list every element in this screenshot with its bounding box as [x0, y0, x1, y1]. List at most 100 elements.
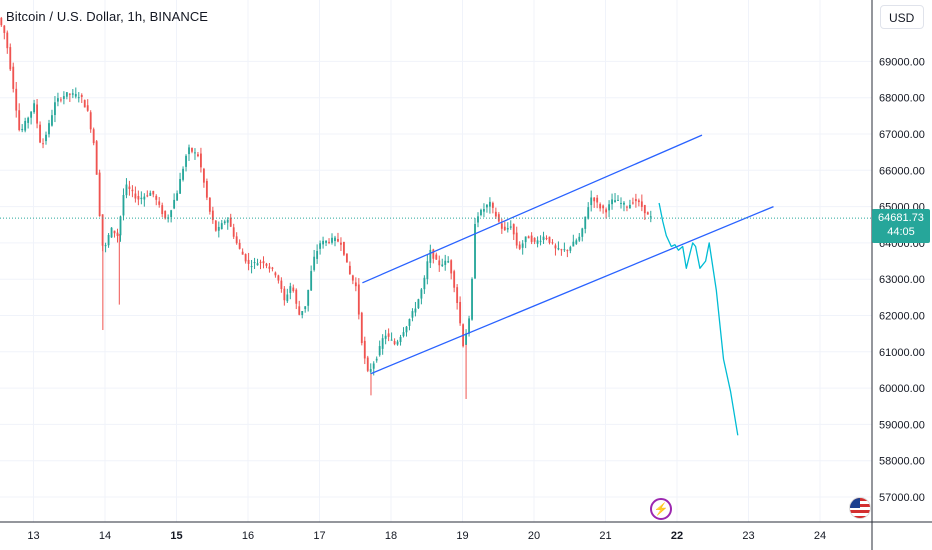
candle-body — [262, 261, 265, 264]
candle-body — [146, 195, 149, 197]
candle-body — [634, 199, 637, 202]
candle-body — [42, 143, 44, 145]
candle-body — [6, 32, 9, 49]
candle-body — [116, 232, 119, 236]
candle-body — [480, 209, 482, 216]
candle-body — [0, 17, 3, 26]
lightning-bolt-icon[interactable]: ⚡ — [650, 498, 672, 520]
candle-body — [274, 272, 277, 276]
candle-body — [572, 241, 575, 247]
candle-body — [426, 261, 429, 280]
candle-body — [477, 216, 479, 223]
candle-body — [131, 189, 134, 192]
candle-body — [238, 242, 241, 249]
candle-body — [125, 184, 128, 196]
candle-body — [527, 236, 530, 239]
candle-body — [605, 209, 608, 213]
candle-body — [86, 105, 89, 111]
candle-body — [378, 346, 381, 356]
candle-body — [57, 98, 59, 102]
candle-body — [435, 254, 438, 260]
candle-body — [441, 264, 444, 267]
time-axis[interactable]: 13 14 15 16 17 18 19 20 21 22 23 24 — [27, 530, 826, 542]
candle-body — [9, 47, 12, 70]
candle-body — [200, 153, 202, 168]
price-tick-label: 61000.00 — [879, 347, 925, 359]
candle-body — [533, 237, 536, 242]
price-tick-label: 66000.00 — [879, 165, 925, 177]
candle-body — [587, 207, 590, 219]
candle-body — [453, 271, 456, 288]
candle-body — [176, 193, 179, 201]
candle-body — [554, 245, 557, 249]
us-flag-icon[interactable] — [849, 497, 871, 519]
candle-body — [414, 308, 417, 313]
candle-body — [557, 248, 560, 250]
candle-body — [357, 284, 360, 315]
candle-body — [179, 178, 181, 194]
candle-body — [411, 311, 414, 318]
candle-body — [301, 310, 304, 316]
candle-body — [214, 220, 217, 231]
time-tick-label: 13 — [27, 530, 39, 542]
candle-body — [244, 254, 247, 262]
projection-line — [658, 202, 739, 436]
candle-body — [363, 340, 366, 359]
candle-body — [83, 100, 86, 108]
candle-body — [343, 241, 345, 255]
candle-body — [128, 186, 131, 190]
candle-body — [345, 253, 348, 263]
candle-body — [408, 319, 411, 326]
candle-body — [486, 204, 488, 208]
candle-body — [631, 202, 634, 204]
candle-body — [593, 197, 596, 202]
candle-body — [107, 234, 110, 246]
candle-body — [515, 232, 518, 246]
candle-body — [360, 312, 363, 344]
candle-body — [253, 262, 256, 264]
candle-body — [208, 197, 211, 212]
candle-body — [292, 287, 295, 292]
candle-body — [384, 335, 387, 339]
candle-body — [104, 245, 107, 247]
candle-body — [277, 275, 280, 281]
time-tick-label: 20 — [528, 530, 540, 542]
upper-channel-line — [362, 134, 703, 284]
candle-body — [149, 192, 152, 196]
candle-body — [366, 357, 369, 371]
candle-body — [268, 266, 271, 269]
candle-body — [310, 271, 313, 291]
candle-body — [33, 103, 36, 113]
currency-button[interactable]: USD — [880, 5, 924, 29]
candle-body — [494, 211, 497, 217]
candle-body — [429, 249, 432, 263]
candle-body — [488, 201, 491, 207]
candle-body — [402, 332, 405, 337]
candle-body — [643, 205, 646, 214]
price-tick-label: 67000.00 — [879, 129, 925, 141]
candle-body — [637, 200, 640, 203]
price-axis[interactable]: 57000.00 58000.00 59000.00 60000.00 61000.00… — [879, 56, 925, 504]
candle-body — [122, 194, 125, 216]
candle-body — [620, 202, 622, 204]
candle-body — [521, 243, 524, 248]
candle-body — [530, 235, 533, 242]
candle-body — [235, 236, 238, 244]
candle-body — [393, 341, 396, 345]
time-tick-label: 15 — [170, 530, 182, 542]
candle-body — [54, 102, 56, 116]
candle-body — [250, 266, 253, 268]
candle-body — [590, 197, 593, 206]
candle-body — [158, 201, 161, 205]
bar-countdown-label: 44:05 — [887, 226, 915, 238]
candle-body — [71, 93, 74, 95]
candle-body — [24, 120, 27, 131]
grid — [0, 0, 872, 522]
candle-body — [629, 204, 631, 209]
candle-body — [12, 66, 15, 89]
candle-body — [548, 236, 551, 243]
candle-body — [182, 168, 184, 180]
candle-body — [390, 339, 393, 341]
